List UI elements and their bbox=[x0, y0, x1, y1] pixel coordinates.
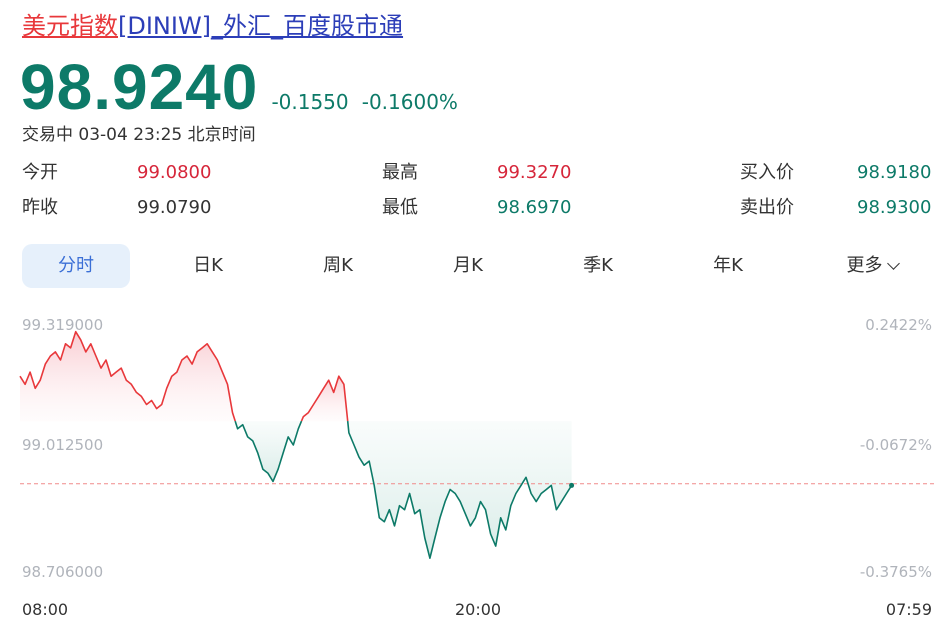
area-fill-down bbox=[347, 421, 572, 559]
open-label: 今开 bbox=[22, 162, 58, 183]
tab-quarterly-k[interactable]: 季K bbox=[583, 255, 613, 276]
x-tick-mid: 20:00 bbox=[455, 600, 501, 619]
tab-weekly-k[interactable]: 周K bbox=[323, 255, 353, 276]
prev-close-label: 昨收 bbox=[22, 197, 58, 218]
price-line-segment bbox=[234, 420, 303, 483]
high-value: 99.3270 bbox=[497, 162, 572, 183]
high-label: 最高 bbox=[382, 162, 418, 183]
y-left-tick-mid: 99.012500 bbox=[22, 436, 103, 454]
tab-daily-k[interactable]: 日K bbox=[193, 255, 223, 276]
chart-period-tabs: 分时 日K 周K 月K 季K 年K 更多 bbox=[22, 244, 912, 288]
intraday-chart[interactable]: 99.319000 99.012500 98.706000 0.2422% -0… bbox=[0, 300, 936, 633]
bid-value: 98.9180 bbox=[857, 162, 932, 183]
tab-more-label: 更多 bbox=[846, 255, 883, 276]
low-label: 最低 bbox=[382, 197, 418, 218]
x-tick-end: 07:59 bbox=[886, 600, 932, 619]
tab-intraday[interactable]: 分时 bbox=[22, 244, 130, 288]
y-right-tick-bottom: -0.3765% bbox=[860, 563, 932, 581]
price-line-segment bbox=[346, 421, 573, 559]
prev-close-value: 99.0790 bbox=[137, 197, 212, 218]
x-tick-start: 08:00 bbox=[22, 600, 68, 619]
y-right-tick-mid: -0.0672% bbox=[860, 436, 932, 454]
tab-more[interactable]: 更多 bbox=[832, 244, 912, 288]
tab-monthly-k[interactable]: 月K bbox=[453, 255, 483, 276]
tab-yearly-k[interactable]: 年K bbox=[713, 255, 743, 276]
index-name-link[interactable]: 美元指数 bbox=[22, 12, 118, 40]
y-right-tick-top: 0.2422% bbox=[865, 316, 932, 334]
ask-label: 卖出价 bbox=[740, 197, 794, 218]
price-line-segment bbox=[19, 330, 236, 422]
ask-value: 98.9300 bbox=[857, 197, 932, 218]
y-left-tick-bottom: 98.706000 bbox=[22, 563, 103, 581]
page-title: 美元指数[DINIW]_外汇_百度股市通 bbox=[22, 10, 403, 42]
last-price-point bbox=[569, 482, 575, 488]
area-fill-up bbox=[20, 331, 236, 422]
price-change: -0.1550 bbox=[271, 90, 349, 114]
current-price: 98.9240 bbox=[20, 51, 259, 123]
source-link[interactable]: [DINIW]_外汇_百度股市通 bbox=[118, 12, 404, 40]
price-change-pct: -0.1600% bbox=[361, 90, 458, 114]
price-line-segment bbox=[300, 375, 349, 422]
area-fill-down bbox=[235, 421, 302, 482]
trading-status: 交易中 03-04 23:25 北京时间 bbox=[22, 125, 256, 145]
bid-label: 买入价 bbox=[740, 162, 794, 183]
area-fill-up bbox=[301, 376, 348, 422]
price-row: 98.9240 -0.1550 -0.1600% bbox=[20, 50, 458, 123]
y-left-tick-top: 99.319000 bbox=[22, 316, 103, 334]
chevron-down-icon bbox=[886, 257, 900, 270]
open-value: 99.0800 bbox=[137, 162, 212, 183]
low-value: 98.6970 bbox=[497, 197, 572, 218]
